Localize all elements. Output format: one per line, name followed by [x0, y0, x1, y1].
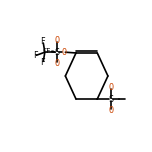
Text: O: O — [55, 36, 59, 45]
Text: CF₃: CF₃ — [42, 48, 55, 54]
Text: S: S — [55, 48, 59, 57]
Text: O: O — [109, 106, 113, 115]
Text: F: F — [33, 51, 37, 60]
Text: O: O — [62, 48, 67, 57]
Text: F: F — [41, 37, 45, 46]
Text: F: F — [41, 58, 45, 67]
Text: S: S — [109, 95, 113, 104]
Text: O: O — [109, 83, 113, 92]
Text: O: O — [55, 59, 59, 68]
